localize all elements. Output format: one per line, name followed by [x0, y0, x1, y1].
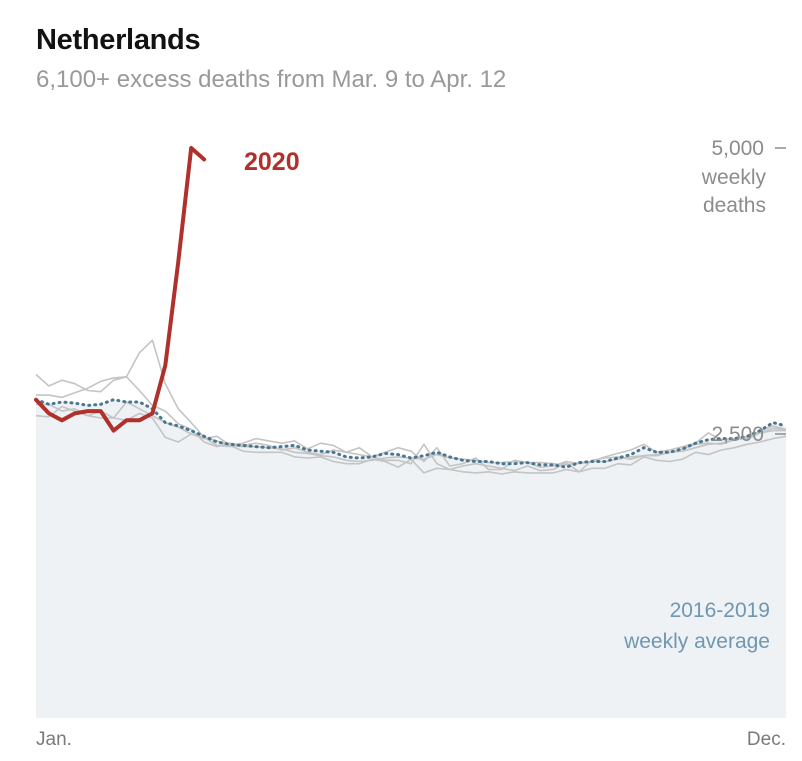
- x-tick-jan: Jan.: [36, 729, 72, 750]
- average-area: [36, 399, 786, 718]
- chart-title: Netherlands: [36, 24, 201, 56]
- y-tick-label-5000: 5,000: [711, 137, 764, 160]
- x-tick-dec: Dec.: [747, 729, 786, 750]
- average-line: [34, 398, 788, 469]
- average-label-text: weekly average: [623, 630, 770, 653]
- y-unit-label-weekly: weekly: [701, 166, 767, 189]
- history-line-4: [36, 403, 787, 475]
- y-axis: 5,000 2,500: [711, 137, 786, 446]
- y-tick-label-2500: 2,500: [711, 423, 764, 446]
- series-2020-label: 2020: [244, 148, 300, 176]
- chart-subtitle: 6,100+ excess deaths from Mar. 9 to Apr.…: [36, 66, 507, 93]
- average-label-years: 2016-2019: [670, 599, 770, 622]
- series-2020-line: [34, 146, 207, 433]
- y-unit-label-deaths: deaths: [703, 194, 766, 217]
